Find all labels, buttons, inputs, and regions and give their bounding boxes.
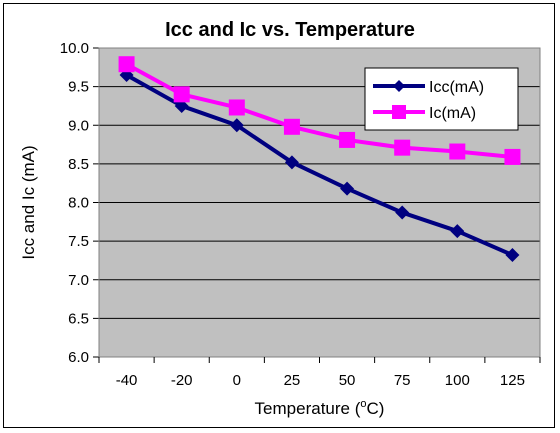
data-point [339,131,356,148]
series-line-0 [125,73,514,257]
data-point [173,86,190,103]
x-tick-label: 75 [394,372,411,389]
legend-label: Ic(mA) [429,105,476,122]
data-point [174,98,189,113]
x-axis-title-sup: o [360,398,366,410]
data-point [283,118,300,135]
y-tick-label: 10.0 [60,40,89,57]
x-tick-label: -40 [116,372,138,389]
data-point [340,181,355,196]
data-point [394,139,411,156]
data-point [505,248,520,263]
data-point [228,99,245,116]
legend-box [364,67,519,131]
y-tick-label: 9.5 [68,79,89,96]
data-point [118,56,135,73]
legend-marker [392,105,406,119]
x-tick-label: 125 [500,372,525,389]
data-point [504,148,521,165]
data-point [229,118,244,133]
x-axis-title-main: Temperature ( [255,399,361,418]
x-tick-label: 0 [233,372,241,389]
data-point [395,205,410,220]
chart-title: Icc and Ic vs. Temperature [165,19,415,41]
legend-marker [393,80,405,92]
data-point [284,155,299,170]
data-point [450,224,465,239]
axes [93,47,541,363]
x-tick-label: -20 [171,372,193,389]
legend: Icc(mA) Ic(mA) [364,67,519,131]
tick-labels: 6.0 6.5 7.0 7.5 8.0 8.5 9.0 9.5 10.0 -40 -20 0 25 50 7… [60,40,525,389]
y-tick-label: 7.5 [68,233,89,250]
y-tick-label: 7.0 [68,272,89,289]
y-axis-title: Icc and Ic (mA) [19,145,38,259]
x-tick-label: 50 [339,372,356,389]
x-tick-label: 25 [284,372,301,389]
series-group [118,56,521,263]
series-line-1 [125,62,513,159]
x-axis-title-tail: C) [367,399,385,418]
y-tick-label: 6.5 [68,310,89,327]
x-tick-label: 100 [445,372,470,389]
y-tick-label: 6.0 [68,349,89,366]
legend-label: Icc(mA) [429,79,484,96]
data-point [449,143,466,160]
y-tick-label: 9.0 [68,117,89,134]
x-axis-title: Temperature (oC) [255,398,385,418]
y-tick-label: 8.0 [68,195,89,212]
y-tick-label: 8.5 [68,156,89,173]
